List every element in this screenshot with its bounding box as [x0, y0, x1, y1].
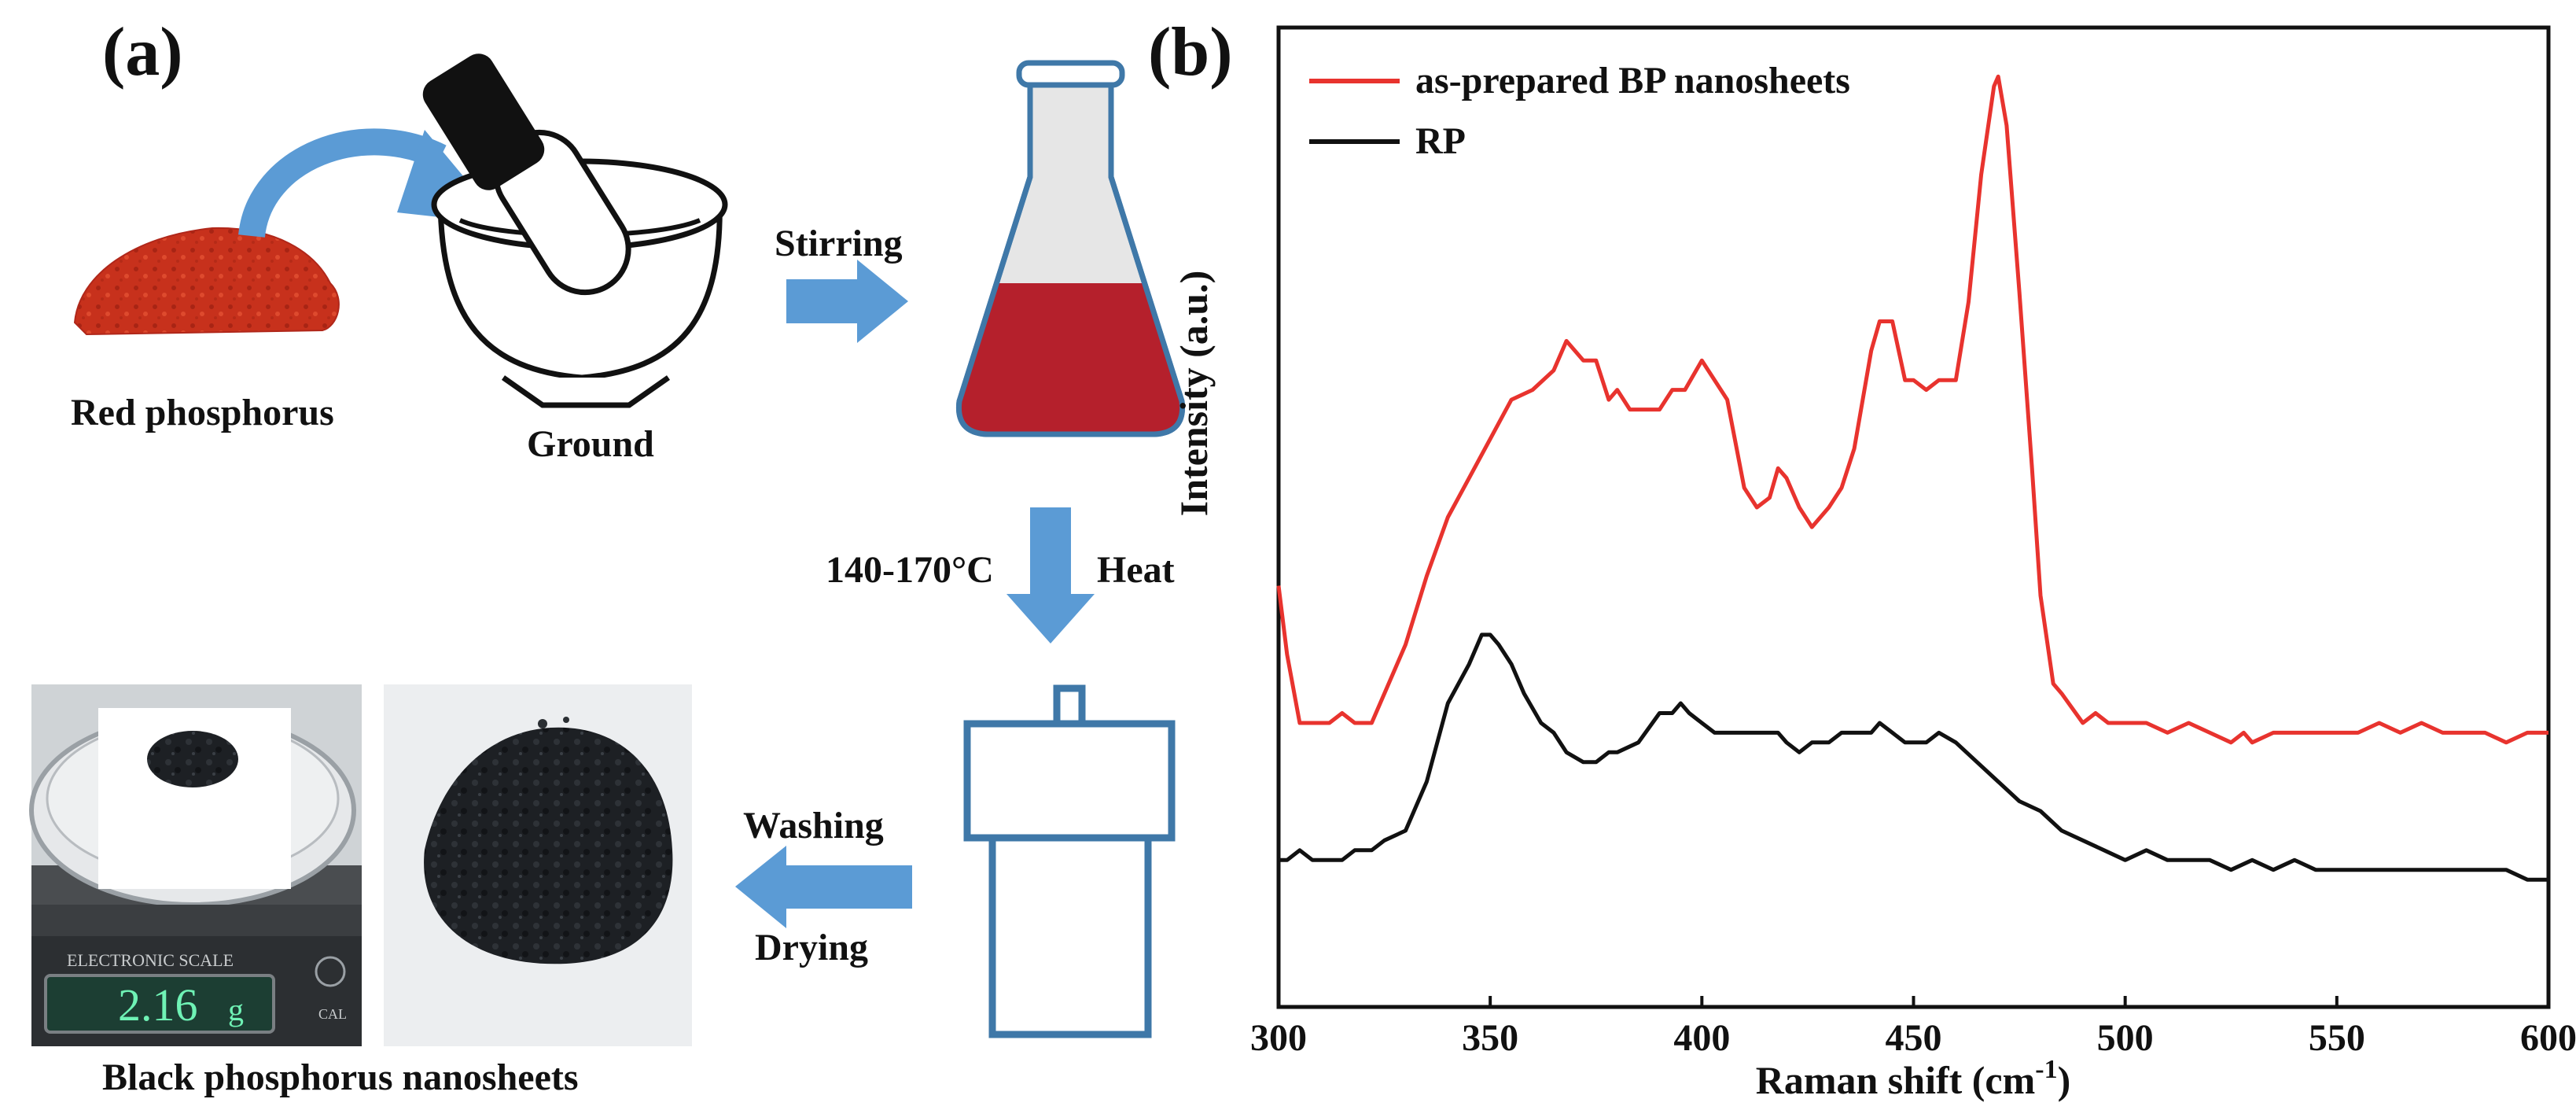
- red-phosphorus-label: Red phosphorus: [71, 392, 334, 433]
- plot-frame: [1276, 25, 2551, 1009]
- panel-a: (a) Red phosphorus Ground Stirring: [29, 14, 1186, 1098]
- legend-label-bp: as-prepared BP nanosheets: [1415, 60, 1850, 101]
- washing-label: Washing: [743, 805, 884, 846]
- temperature-label: 140-170°C: [826, 549, 994, 591]
- x-tick-label: 500: [2097, 1017, 2154, 1059]
- x-tick-label: 450: [1886, 1017, 1942, 1059]
- scale-cal-text: CAL: [318, 1006, 347, 1022]
- x-axis: 300 350 400 450 500 550 600: [1250, 996, 2576, 1059]
- product-label: Black phosphorus nanosheets: [102, 1057, 579, 1098]
- panel-b-label: (b): [1148, 14, 1233, 90]
- panel-a-label: (a): [102, 14, 183, 90]
- legend-label-rp: RP: [1415, 120, 1466, 162]
- series-lines: [1276, 74, 2548, 882]
- red-phosphorus-pile: [73, 227, 340, 336]
- x-tick-label: 550: [2309, 1017, 2365, 1059]
- x-axis-label: Raman shift (cm-1): [1756, 1055, 2071, 1102]
- scale-brand-text: ELECTRONIC SCALE: [67, 950, 234, 970]
- x-tick-label: 600: [2520, 1017, 2576, 1059]
- x-tick-label: 300: [1250, 1017, 1307, 1059]
- mortar-pestle-icon: [422, 53, 728, 408]
- series-line-bp-nanosheets: [1276, 74, 2548, 745]
- x-tick-label: 400: [1673, 1017, 1730, 1059]
- scale-button-icon: [315, 956, 346, 987]
- scale-unit: g: [228, 992, 244, 1027]
- conical-flask-icon: [955, 60, 1186, 437]
- heat-arrow-icon: [1006, 507, 1095, 644]
- chart: 300 350 400 450 500 550 600 Intensity (a.u.) R…: [1172, 25, 2576, 1102]
- panel-b: (b) 300 350 400 450 500 550 600 Intensity (a.u…: [1148, 14, 2576, 1102]
- stirring-label: Stirring: [775, 223, 903, 264]
- heat-label: Heat: [1097, 549, 1175, 591]
- legend: as-prepared BP nanosheets RP: [1309, 60, 1850, 162]
- bp-powder-photo: [384, 684, 692, 1046]
- scale-photo: ELECTRONIC SCALE 2.16 g CAL: [29, 684, 362, 1046]
- washing-arrow-icon: [735, 846, 912, 928]
- x-tick-label: 350: [1462, 1017, 1518, 1059]
- series-line-rp: [1279, 632, 2548, 882]
- ground-label: Ground: [527, 423, 654, 465]
- stirring-arrow-icon: [786, 260, 908, 343]
- reactor-icon: [963, 684, 1176, 1038]
- y-axis-label: Intensity (a.u.): [1172, 271, 1216, 517]
- drying-label: Drying: [755, 927, 868, 968]
- scale-reading: 2.16: [118, 979, 198, 1031]
